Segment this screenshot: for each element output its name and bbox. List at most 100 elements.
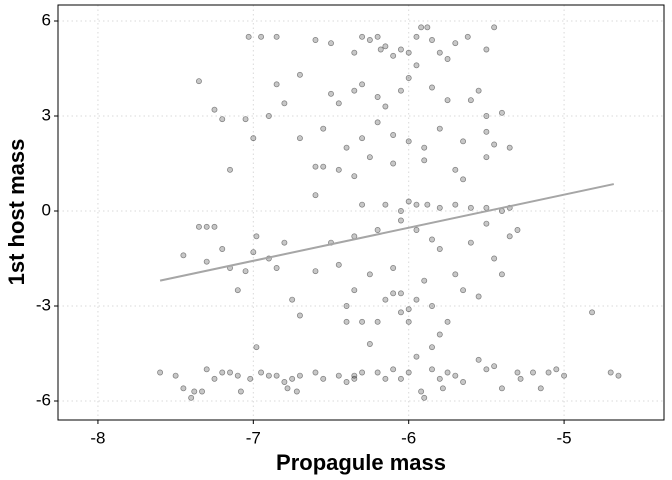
point: [359, 81, 366, 88]
point: [199, 388, 205, 395]
point: [335, 166, 342, 173]
point: [351, 375, 358, 382]
point: [444, 56, 451, 62]
point: [514, 227, 521, 233]
point: [498, 109, 505, 116]
point: [335, 100, 342, 107]
point: [320, 163, 327, 170]
point: [374, 94, 381, 100]
point: [366, 37, 373, 43]
point: [397, 217, 404, 224]
point: [452, 40, 459, 47]
point: [615, 372, 622, 379]
point: [436, 49, 443, 56]
y-tick-label: -6: [36, 390, 51, 409]
y-tick-label: 6: [42, 10, 51, 29]
point: [421, 277, 428, 284]
point: [289, 375, 296, 382]
point: [506, 144, 513, 151]
point: [296, 135, 303, 142]
point: [405, 318, 412, 325]
point: [483, 220, 490, 227]
point: [452, 271, 459, 278]
point: [390, 265, 397, 271]
point: [203, 258, 210, 265]
point: [343, 379, 350, 385]
point: [491, 363, 498, 370]
point: [452, 166, 459, 173]
point: [211, 223, 218, 230]
point: [374, 119, 381, 126]
point: [343, 318, 350, 325]
point: [374, 318, 381, 325]
point: [335, 261, 342, 268]
point: [491, 141, 498, 148]
point: [467, 204, 474, 211]
points: [157, 24, 622, 401]
point: [429, 344, 435, 351]
y-tick-label: -3: [36, 295, 51, 314]
point: [498, 385, 505, 392]
point: [312, 37, 319, 43]
point: [405, 198, 412, 205]
point: [293, 388, 300, 395]
point: [366, 341, 373, 347]
point: [359, 201, 366, 208]
point: [429, 37, 435, 43]
point: [413, 227, 420, 233]
point: [429, 236, 435, 243]
point: [491, 255, 498, 262]
point: [405, 306, 412, 313]
point: [359, 369, 366, 376]
point: [467, 97, 474, 104]
point: [405, 75, 412, 81]
point: [460, 176, 467, 183]
point: [180, 252, 187, 259]
grid: [58, 5, 664, 420]
point: [429, 303, 435, 309]
point: [359, 135, 366, 142]
point: [245, 33, 252, 40]
point: [366, 154, 373, 161]
y-tick-label: 3: [42, 105, 51, 124]
point: [203, 223, 210, 230]
point: [374, 369, 381, 376]
point: [405, 138, 412, 145]
point: [296, 312, 303, 319]
point: [242, 268, 249, 275]
point: [351, 87, 358, 94]
point: [561, 372, 568, 379]
point: [390, 160, 397, 167]
point: [180, 385, 187, 392]
point: [444, 97, 451, 104]
point: [359, 33, 366, 40]
x-tick-label: -7: [246, 428, 261, 447]
point: [405, 49, 412, 56]
point: [359, 318, 366, 325]
point: [397, 208, 404, 214]
y-tick-label: 0: [42, 200, 51, 219]
point: [377, 46, 384, 53]
point: [374, 33, 381, 40]
point: [366, 271, 373, 278]
point: [265, 372, 272, 379]
point: [296, 71, 303, 78]
point: [188, 394, 195, 401]
point: [517, 375, 524, 382]
point: [444, 369, 451, 376]
point: [421, 157, 428, 164]
point: [289, 296, 296, 303]
point: [397, 46, 404, 53]
point: [312, 268, 319, 275]
point: [382, 296, 389, 303]
point: [413, 33, 420, 40]
point: [273, 81, 280, 88]
point: [390, 52, 397, 59]
point: [211, 375, 218, 382]
point: [250, 135, 257, 142]
point: [328, 90, 334, 97]
point: [475, 356, 482, 363]
point: [483, 128, 490, 135]
point: [335, 372, 342, 379]
